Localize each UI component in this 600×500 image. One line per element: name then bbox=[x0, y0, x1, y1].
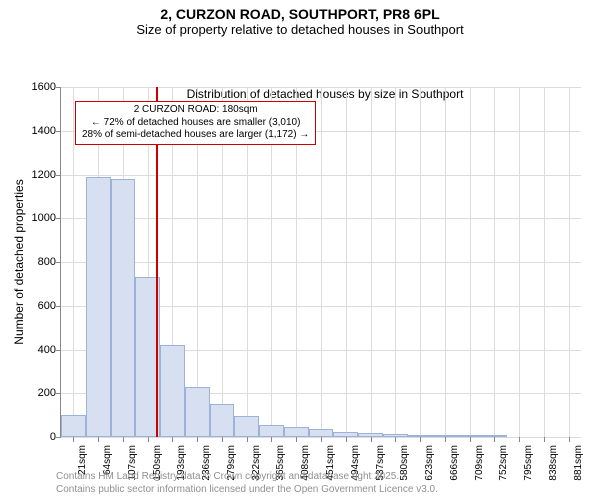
grid-line-vertical bbox=[395, 87, 396, 437]
grid-line-vertical bbox=[371, 87, 372, 437]
x-tick bbox=[296, 437, 297, 442]
y-tick bbox=[56, 350, 61, 351]
histogram-bar bbox=[333, 432, 358, 437]
x-tick bbox=[395, 437, 396, 442]
y-tick-label: 0 bbox=[16, 431, 56, 443]
x-tick bbox=[98, 437, 99, 442]
histogram-bar bbox=[259, 425, 284, 437]
grid-line-vertical bbox=[420, 87, 421, 437]
x-tick bbox=[470, 437, 471, 442]
histogram-bar bbox=[160, 345, 185, 437]
x-tick bbox=[73, 437, 74, 442]
y-tick-label: 1000 bbox=[16, 212, 56, 224]
histogram-bar bbox=[309, 429, 334, 437]
histogram-bar bbox=[185, 387, 210, 437]
y-tick bbox=[56, 87, 61, 88]
y-tick-label: 1600 bbox=[16, 81, 56, 93]
x-tick bbox=[148, 437, 149, 442]
annotation-box: 2 CURZON ROAD: 180sqm← 72% of detached h… bbox=[75, 101, 316, 145]
y-tick bbox=[56, 218, 61, 219]
histogram-bar bbox=[86, 177, 111, 437]
y-tick bbox=[56, 131, 61, 132]
x-tick bbox=[321, 437, 322, 442]
histogram-bar bbox=[61, 415, 86, 437]
x-tick bbox=[420, 437, 421, 442]
y-tick-label: 200 bbox=[16, 387, 56, 399]
annotation-line: 2 CURZON ROAD: 180sqm bbox=[82, 104, 309, 117]
x-tick bbox=[494, 437, 495, 442]
x-tick bbox=[544, 437, 545, 442]
histogram-bar bbox=[358, 433, 383, 437]
x-tick-label: 838sqm bbox=[548, 445, 559, 481]
histogram-bar bbox=[482, 435, 507, 437]
histogram-bar bbox=[111, 179, 136, 437]
x-tick bbox=[172, 437, 173, 442]
x-tick bbox=[271, 437, 272, 442]
x-tick-label: 709sqm bbox=[474, 445, 485, 481]
grid-line-vertical bbox=[346, 87, 347, 437]
x-tick-label: 752sqm bbox=[498, 445, 509, 481]
histogram-bar bbox=[408, 435, 433, 437]
y-tick-label: 1200 bbox=[16, 169, 56, 181]
x-tick bbox=[519, 437, 520, 442]
grid-line-vertical bbox=[445, 87, 446, 437]
x-tick bbox=[247, 437, 248, 442]
histogram-bar bbox=[383, 434, 408, 437]
grid-line-vertical bbox=[494, 87, 495, 437]
annotation-line: 28% of semi-detached houses are larger (… bbox=[82, 129, 309, 142]
grid-line-vertical bbox=[470, 87, 471, 437]
y-tick bbox=[56, 437, 61, 438]
x-tick bbox=[371, 437, 372, 442]
chart-title-line2: Size of property relative to detached ho… bbox=[0, 22, 600, 39]
grid-line-vertical bbox=[519, 87, 520, 437]
y-tick bbox=[56, 175, 61, 176]
footer-line1: Contains HM Land Registry data © Crown c… bbox=[56, 470, 438, 483]
annotation-line: ← 72% of detached houses are smaller (3,… bbox=[82, 117, 309, 130]
y-tick-label: 600 bbox=[16, 300, 56, 312]
grid-line-vertical bbox=[321, 87, 322, 437]
y-tick bbox=[56, 393, 61, 394]
footer-attribution: Contains HM Land Registry data © Crown c… bbox=[0, 470, 438, 496]
grid-line-vertical bbox=[569, 87, 570, 437]
x-tick bbox=[222, 437, 223, 442]
chart-title-line1: 2, CURZON ROAD, SOUTHPORT, PR8 6PL bbox=[0, 0, 600, 22]
histogram-bar bbox=[457, 435, 482, 437]
grid-line-vertical bbox=[544, 87, 545, 437]
x-tick-label: 666sqm bbox=[449, 445, 460, 481]
y-tick bbox=[56, 262, 61, 263]
x-tick bbox=[445, 437, 446, 442]
footer-line2: Contains public sector information licen… bbox=[56, 483, 438, 496]
y-tick bbox=[56, 306, 61, 307]
y-tick-label: 400 bbox=[16, 344, 56, 356]
histogram-bar bbox=[284, 427, 309, 437]
x-tick bbox=[569, 437, 570, 442]
histogram-bar bbox=[234, 416, 259, 437]
x-tick-label: 881sqm bbox=[573, 445, 584, 481]
plot-area: 0200400600800100012001400160021sqm64sqm1… bbox=[60, 87, 581, 438]
chart-container: Number of detached properties 0200400600… bbox=[60, 87, 590, 457]
histogram-bar bbox=[432, 435, 457, 437]
histogram-bar bbox=[210, 404, 235, 437]
x-tick bbox=[197, 437, 198, 442]
y-tick-label: 1400 bbox=[16, 125, 56, 137]
x-tick-label: 795sqm bbox=[523, 445, 534, 481]
x-tick bbox=[346, 437, 347, 442]
y-tick-label: 800 bbox=[16, 256, 56, 268]
x-tick bbox=[123, 437, 124, 442]
